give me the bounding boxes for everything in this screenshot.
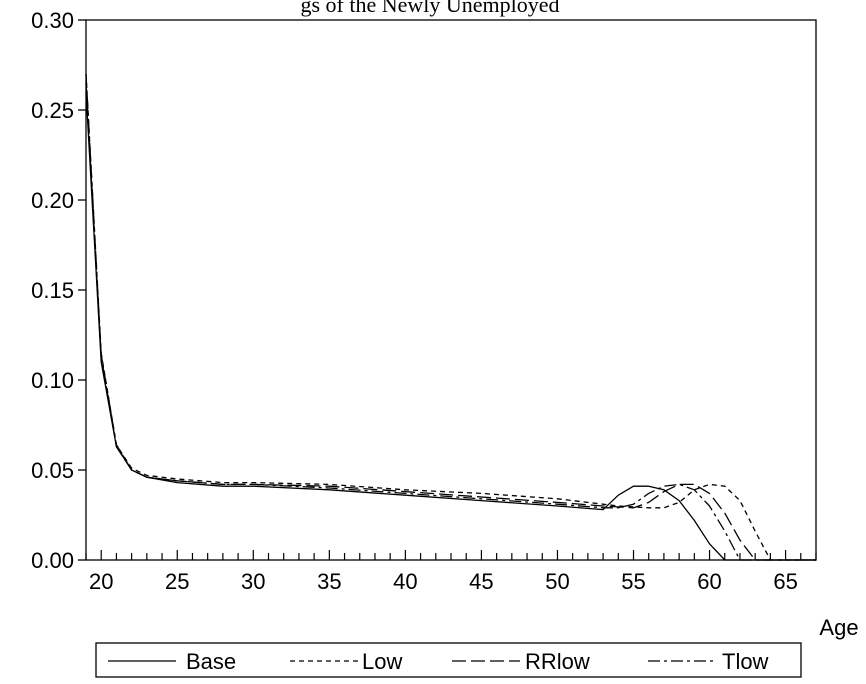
legend-label-base: Base xyxy=(186,649,236,674)
legend-box xyxy=(95,642,802,678)
x-tick-label: 50 xyxy=(545,569,569,594)
legend-label-rrlow: RRlow xyxy=(525,649,590,674)
x-tick-label: 65 xyxy=(773,569,797,594)
series-line-tlow xyxy=(85,73,816,561)
x-axis-label: Age xyxy=(819,615,858,640)
series-line-base xyxy=(85,91,816,561)
legend-label-low: Low xyxy=(362,649,402,674)
x-tick-label: 55 xyxy=(621,569,645,594)
y-tick-label: 0.20 xyxy=(31,188,74,213)
x-tick-label: 45 xyxy=(469,569,493,594)
plot-frame xyxy=(85,19,817,561)
legend-label-tlow: Tlow xyxy=(722,649,769,674)
y-tick-label: 0.30 xyxy=(31,8,74,33)
x-tick-label: 25 xyxy=(165,569,189,594)
legend: Base Low RRlow Tlow xyxy=(95,642,802,678)
x-tick-label: 20 xyxy=(89,569,113,594)
y-tick-label: 0.15 xyxy=(31,278,74,303)
y-tick-label: 0.25 xyxy=(31,98,74,123)
y-tick-label: 0.00 xyxy=(31,548,74,573)
x-tick-label: 35 xyxy=(317,569,341,594)
x-tick-label: 40 xyxy=(393,569,417,594)
y-tick-label: 0.05 xyxy=(31,458,74,483)
series-line-low xyxy=(85,73,816,561)
chart-title: gs of the Newly Unemployed xyxy=(300,0,559,17)
series-line-rrlow xyxy=(85,82,816,561)
x-tick-label: 30 xyxy=(241,569,265,594)
y-tick-label: 0.10 xyxy=(31,368,74,393)
x-tick-label: 60 xyxy=(697,569,721,594)
